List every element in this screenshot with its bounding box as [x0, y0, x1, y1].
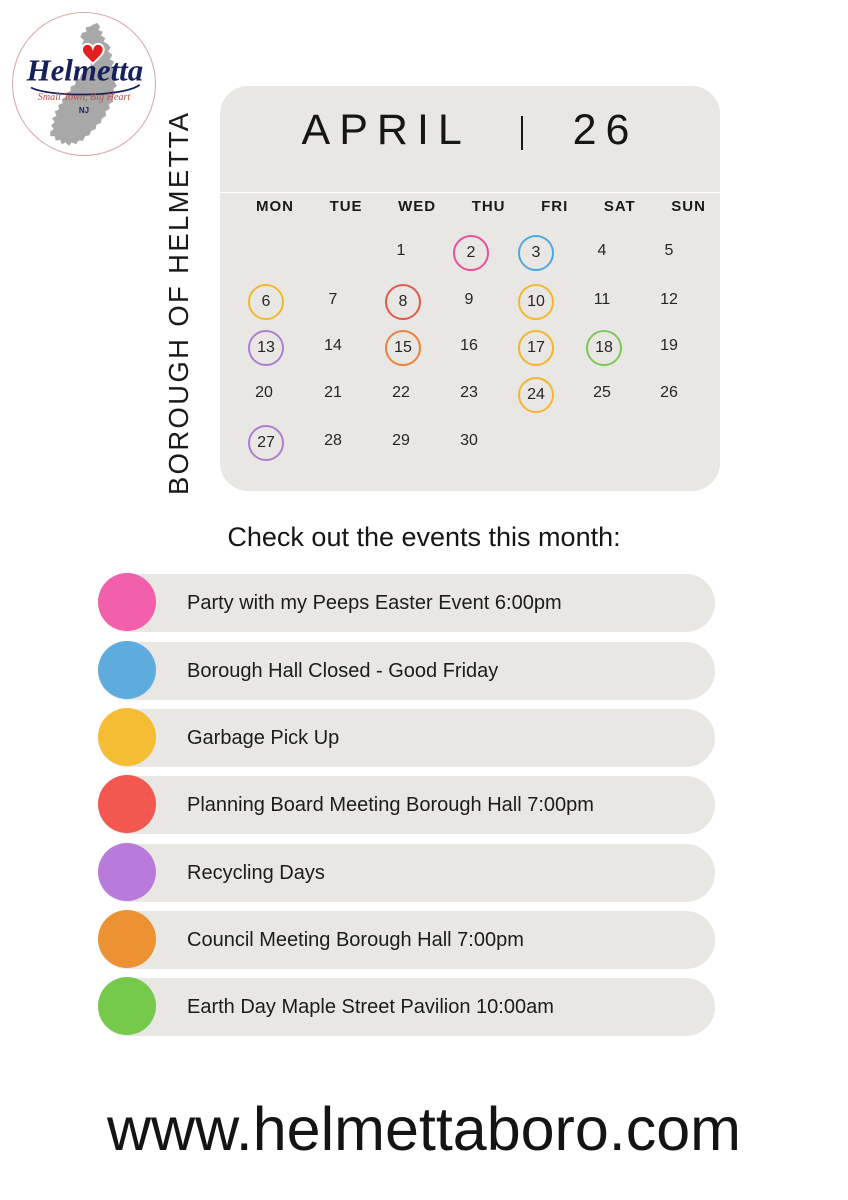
svg-text:Small Town, Big Heart: Small Town, Big Heart	[38, 92, 132, 103]
svg-text:Helmetta: Helmetta	[26, 52, 144, 87]
svg-text:NJ: NJ	[79, 106, 89, 115]
